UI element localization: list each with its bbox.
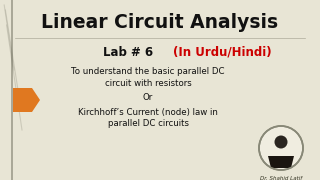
Text: circuit with resistors: circuit with resistors xyxy=(105,80,191,89)
Text: Or: Or xyxy=(143,93,153,102)
Text: (In Urdu/Hindi): (In Urdu/Hindi) xyxy=(173,46,271,58)
Circle shape xyxy=(275,136,287,148)
Text: Kirchhoff’s Current (node) law in: Kirchhoff’s Current (node) law in xyxy=(78,107,218,116)
Text: Dr. Shahid Latif: Dr. Shahid Latif xyxy=(260,176,302,180)
Text: Lab # 6: Lab # 6 xyxy=(103,46,153,58)
Text: parallel DC circuits: parallel DC circuits xyxy=(108,120,188,129)
Circle shape xyxy=(259,126,303,170)
Text: Linear Circuit Analysis: Linear Circuit Analysis xyxy=(41,12,279,32)
Polygon shape xyxy=(13,88,40,112)
Polygon shape xyxy=(268,156,294,168)
Text: To understand the basic parallel DC: To understand the basic parallel DC xyxy=(71,68,225,76)
